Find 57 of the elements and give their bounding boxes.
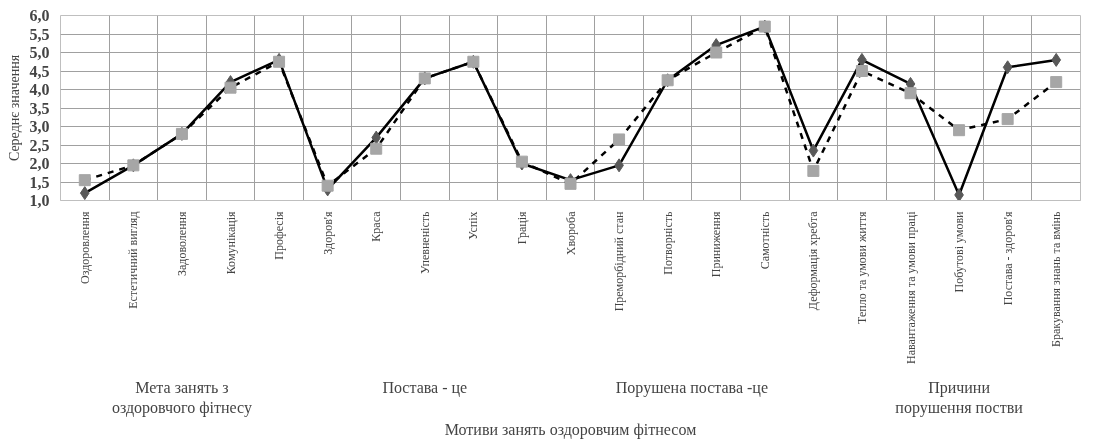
x-tick-label: Преморбідний стан bbox=[612, 210, 627, 312]
x-tick-label: Приниження bbox=[709, 211, 724, 278]
x-tick-label: Краса bbox=[369, 210, 384, 242]
point bbox=[1051, 52, 1062, 67]
y-tick-label: 1,5 bbox=[29, 173, 50, 191]
x-tick-label: Потворність bbox=[660, 210, 675, 275]
x-tick-label: Деформація хребта bbox=[806, 210, 821, 311]
x-tick-label: Професія bbox=[272, 211, 287, 260]
point bbox=[564, 177, 577, 190]
point bbox=[710, 46, 723, 59]
point bbox=[953, 124, 966, 137]
point bbox=[224, 81, 237, 94]
point bbox=[1001, 113, 1014, 126]
y-tick-label: 5,0 bbox=[29, 44, 50, 61]
x-tick-label: Хвороба bbox=[563, 210, 578, 256]
point bbox=[807, 164, 820, 177]
text: Причини порушення постви bbox=[895, 378, 1024, 417]
point bbox=[371, 130, 382, 145]
point bbox=[808, 143, 819, 158]
x-tick-label: Навантаження та умови праці bbox=[903, 210, 918, 365]
x-tick-label: Успіх bbox=[466, 211, 481, 240]
x-tick-label: Самотність bbox=[757, 210, 772, 270]
x-tick-label: Грація bbox=[514, 211, 529, 245]
y-tick-label: 4,5 bbox=[29, 62, 50, 80]
x-tick-label: Комунікація bbox=[223, 211, 238, 275]
y-tick-label: 3,0 bbox=[29, 118, 50, 135]
x-tick-label: Оздоровлення bbox=[77, 211, 92, 284]
point bbox=[855, 65, 868, 77]
x-tick-label: Упевненість bbox=[417, 210, 432, 274]
y-tick-label: 3,5 bbox=[29, 99, 50, 117]
x-tick-label: Побутові умови bbox=[952, 210, 967, 293]
y-tick-label: 2,0 bbox=[29, 155, 50, 172]
y-tick-label: 4,0 bbox=[29, 81, 50, 98]
x-tick-label: Тепло та умови життя bbox=[854, 211, 869, 324]
point bbox=[370, 142, 383, 155]
point bbox=[613, 133, 626, 146]
text: Постава - це bbox=[382, 378, 468, 397]
x-tick-label: Задоволення bbox=[174, 211, 189, 277]
point bbox=[954, 187, 964, 201]
y-axis-title: Середнє значення bbox=[6, 54, 22, 162]
point bbox=[904, 87, 917, 100]
text: Порушена постава -це bbox=[615, 378, 769, 397]
x-tick-label: Естетичний вигляд bbox=[126, 211, 141, 309]
text: Мета занять з оздоровчого фітнесу bbox=[111, 378, 252, 417]
y-tick-label: 5,5 bbox=[29, 25, 50, 43]
point bbox=[321, 179, 334, 192]
point bbox=[1050, 76, 1063, 89]
x-axis-title: Мотиви занять оздоровчим фітнесом bbox=[444, 420, 697, 439]
x-tick-label: Здоров'я bbox=[320, 211, 335, 255]
point bbox=[79, 186, 90, 201]
y-tick-label: 6,0 bbox=[29, 7, 50, 24]
y-tick-label: 1,0 bbox=[29, 192, 50, 209]
point bbox=[1002, 60, 1013, 75]
point bbox=[78, 174, 91, 187]
x-tick-label: Бракування знань та вмінь bbox=[1049, 210, 1064, 347]
x-tick-label: Постава - здоров'я bbox=[1000, 211, 1015, 306]
y-tick-label: 2,5 bbox=[29, 136, 50, 154]
